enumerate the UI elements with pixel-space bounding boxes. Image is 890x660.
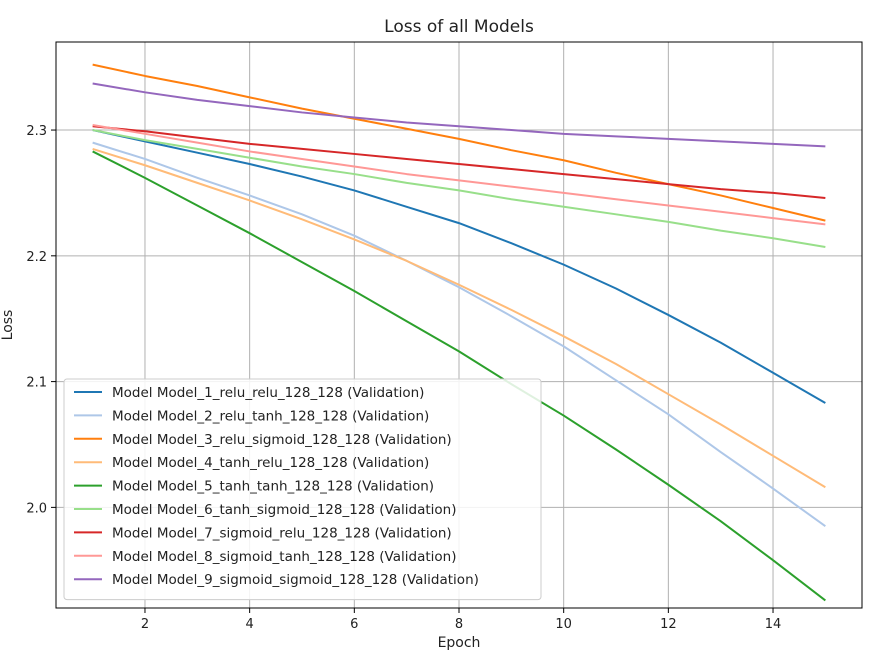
legend-label: Model Model_6_tanh_sigmoid_128_128 (Vali…: [112, 502, 456, 518]
legend-label: Model Model_7_sigmoid_relu_128_128 (Vali…: [112, 525, 452, 541]
series-line: [92, 141, 826, 528]
x-tick-label: 10: [555, 617, 572, 632]
series-line: [92, 150, 826, 602]
x-tick-label: 4: [246, 617, 254, 632]
series-line: [92, 125, 826, 199]
x-tick-label: 14: [765, 617, 782, 632]
series-lines: [92, 63, 826, 602]
x-tick-label: 6: [350, 617, 358, 632]
y-tick-label: 2.1: [26, 376, 47, 391]
x-axis-ticks: 2 4 6 8 10 12 14: [141, 608, 781, 632]
legend-label: Model Model_1_relu_relu_128_128 (Validat…: [112, 385, 424, 401]
y-tick-label: 2.2: [26, 250, 47, 265]
series-line: [92, 129, 826, 404]
legend-label: Model Model_9_sigmoid_sigmoid_128_128 (V…: [112, 572, 479, 588]
y-tick-label: 2.3: [26, 124, 47, 139]
y-axis-ticks: 2.0 2.1 2.2 2.3: [26, 124, 56, 516]
y-tick-label: 2.0: [26, 501, 47, 516]
legend-label: Model Model_5_tanh_tanh_128_128 (Validat…: [112, 479, 434, 495]
x-tick-label: 8: [455, 617, 463, 632]
series-line: [92, 124, 826, 226]
series-line: [92, 129, 826, 249]
y-axis-title: Loss: [0, 310, 16, 341]
series-line: [92, 82, 826, 148]
legend-label: Model Model_2_relu_tanh_128_128 (Validat…: [112, 408, 429, 424]
legend-box: [63, 378, 542, 601]
legend-label: Model Model_8_sigmoid_tanh_128_128 (Vali…: [112, 549, 456, 565]
legend: Model Model_1_relu_relu_128_128 (Validat…: [63, 378, 542, 601]
series-line: [92, 147, 826, 489]
x-tick-label: 2: [141, 617, 149, 632]
x-tick-label: 12: [660, 617, 677, 632]
legend-label: Model Model_4_tanh_relu_128_128 (Validat…: [112, 455, 429, 471]
series-line: [92, 63, 826, 222]
chart-title: Loss of all Models: [384, 17, 534, 37]
legend-label: Model Model_3_relu_sigmoid_128_128 (Vali…: [112, 432, 452, 448]
x-axis-title: Epoch: [438, 635, 481, 651]
